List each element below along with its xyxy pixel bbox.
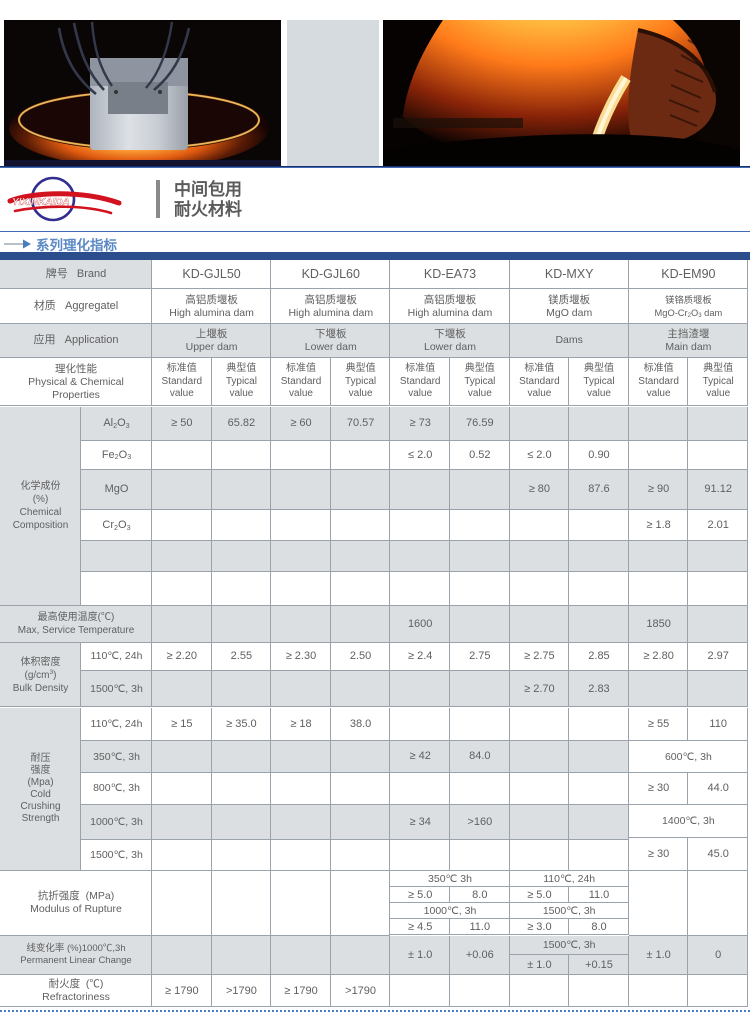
svg-text:YIXINKAIDA: YIXINKAIDA (12, 197, 70, 208)
